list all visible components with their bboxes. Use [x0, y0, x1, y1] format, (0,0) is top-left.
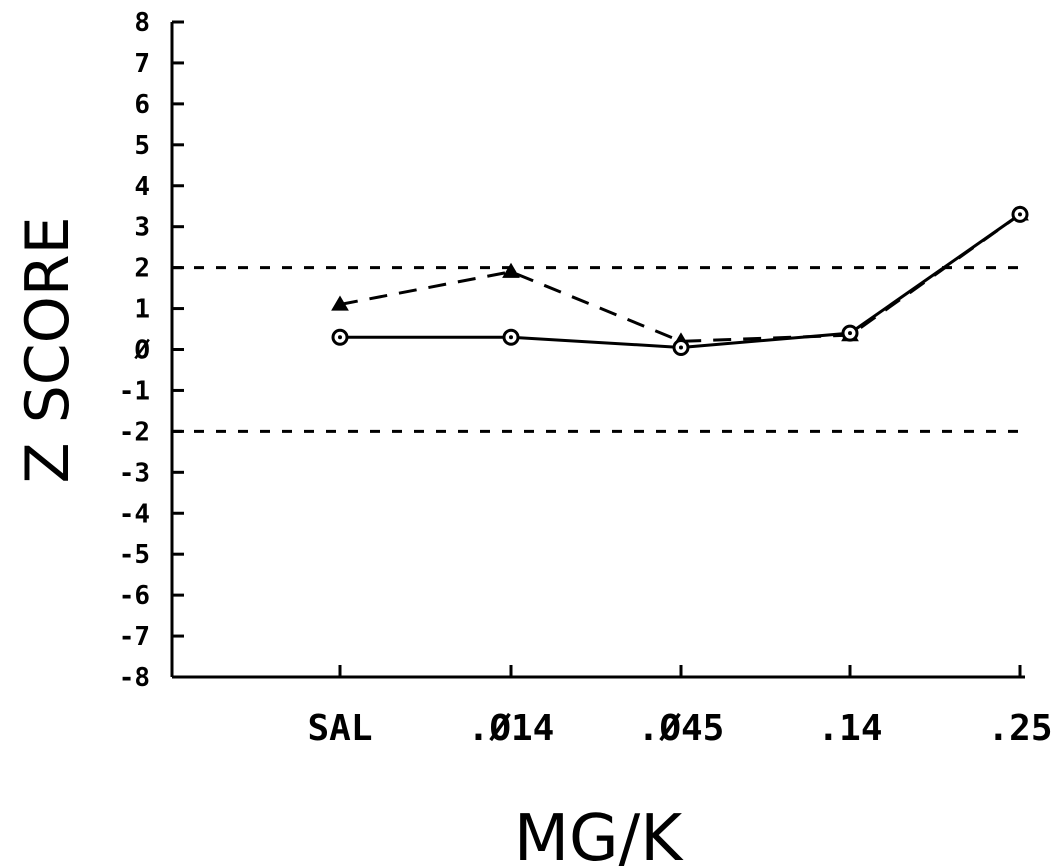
y-tick-label: 3	[134, 213, 150, 243]
y-tick-label: 7	[134, 49, 150, 79]
circle-point-center	[509, 335, 513, 340]
y-tick-label: -5	[119, 540, 150, 570]
x-tick-label: .Ø14	[468, 708, 555, 749]
reference-lines	[172, 266, 1025, 433]
y-tick-label: -2	[119, 417, 150, 447]
y-tick-label: -1	[119, 376, 150, 406]
y-tick-label: 4	[134, 172, 150, 202]
x-tick-label: .25	[987, 708, 1052, 749]
y-tick-label: 6	[134, 90, 150, 120]
circle-point-center	[1018, 212, 1022, 217]
triangle-series-line	[339, 213, 1021, 343]
x-tick-label: SAL	[307, 708, 372, 749]
series-markers	[331, 205, 1029, 356]
circle-series-line	[340, 213, 1021, 349]
circle-point-center	[679, 345, 683, 350]
y-axis-ticks: 8 7 6 5 4 3 2 1 Ø -1 -2 -3 -4 -5 -6 -7 -8	[119, 8, 184, 693]
y-tick-label: -7	[119, 622, 150, 652]
circle-point-center	[338, 335, 342, 340]
x-axis-ticks: SAL .Ø14 .Ø45 .14 .25	[307, 665, 1053, 749]
axes	[170, 22, 1025, 679]
x-tick-label: .Ø45	[638, 708, 725, 749]
series-lines	[339, 213, 1021, 349]
y-tick-label: 1	[134, 295, 150, 325]
y-tick-label: -6	[119, 581, 150, 611]
x-axis-title: MG/K	[514, 802, 684, 868]
y-tick-label: -8	[119, 663, 150, 693]
triangle-point	[331, 295, 349, 311]
x-tick-label: .14	[817, 708, 882, 749]
y-tick-label: -4	[119, 499, 150, 529]
y-tick-label: -3	[119, 458, 150, 488]
y-tick-label: Ø	[133, 336, 150, 366]
y-axis-title: Z SCORE	[13, 217, 83, 484]
triangle-point	[502, 262, 520, 278]
y-tick-label: 5	[134, 131, 150, 161]
circle-point-center	[848, 331, 852, 336]
y-tick-label: 8	[134, 8, 150, 38]
y-tick-label: 2	[134, 254, 150, 284]
